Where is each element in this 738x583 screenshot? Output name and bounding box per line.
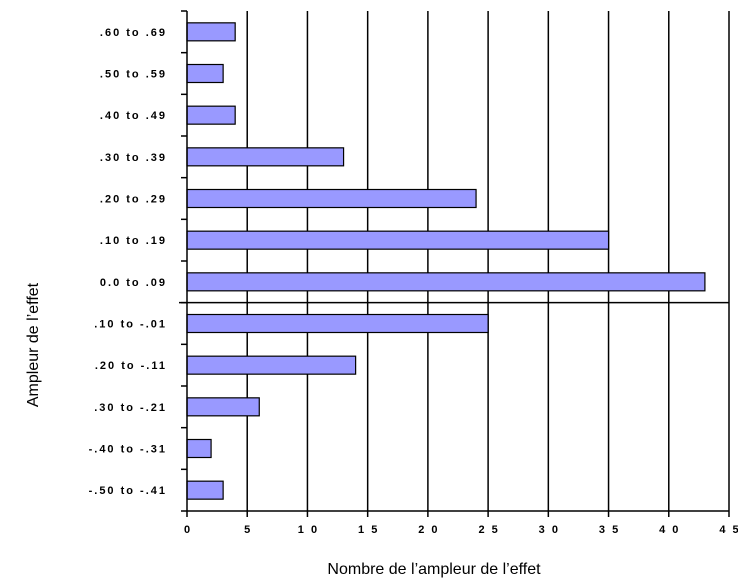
x-tick-label-9: 4 5 — [719, 524, 738, 536]
bar-5 — [186, 230, 610, 250]
y-tick-label-2: .40 to .49 — [100, 110, 167, 122]
y-tick-label-8: .20 to -.11 — [95, 360, 167, 372]
y-tick-label-10: -.40 to -.31 — [89, 444, 167, 456]
x-tick-label-5: 2 5 — [478, 524, 499, 536]
y-tick-label-1: .50 to .59 — [100, 69, 167, 81]
y-tick-label-9: .30 to -.21 — [94, 402, 167, 414]
x-tick-label-6: 3 0 — [539, 524, 560, 536]
y-axis-title: Ampleur de l’effet — [25, 282, 42, 407]
y-tick-label-5: .10 to .19 — [100, 235, 167, 247]
bar-3 — [186, 147, 345, 167]
bar-8 — [186, 355, 357, 375]
bar-11 — [186, 480, 224, 500]
y-tick-label-7: .10 to -.01 — [94, 319, 167, 331]
x-tick-labels: 0 5 1 0 1 5 2 0 2 5 3 0 3 5 4 0 4 5 — [184, 524, 738, 536]
bar-6 — [186, 272, 706, 292]
y-tick-labels: .60 to .69 .50 to .59 .40 to .49 .30 to .39… — [89, 27, 167, 497]
x-axis-title: Nombre de l’ampleur de l’effet — [327, 561, 541, 578]
bar-10 — [186, 438, 212, 459]
x-tick-label-7: 3 5 — [599, 524, 620, 536]
bar-9 — [186, 397, 260, 417]
x-tick-label-4: 2 0 — [418, 524, 439, 536]
x-tick-label-1: 5 — [244, 524, 252, 536]
y-tick-label-0: .60 to .69 — [100, 27, 167, 39]
y-tick-label-4: .20 to .29 — [100, 194, 167, 206]
x-tick-label-8: 4 0 — [659, 524, 680, 536]
x-tick-label-2: 1 0 — [298, 524, 319, 536]
y-tick-label-11: -.50 to -.41 — [89, 485, 167, 497]
bar-1 — [186, 63, 224, 84]
bar-4 — [186, 188, 477, 209]
bars — [186, 22, 706, 500]
bar-0 — [186, 22, 236, 42]
bar-2 — [186, 105, 236, 125]
y-tick-label-6: 0.0 to .09 — [100, 277, 167, 289]
bar-7 — [186, 313, 489, 334]
x-tick-label-0: 0 — [184, 524, 192, 536]
y-tick-label-3: .30 to .39 — [100, 152, 167, 164]
x-tick-label-3: 1 5 — [358, 524, 379, 536]
gridlines — [246, 11, 730, 511]
axes — [179, 10, 730, 517]
